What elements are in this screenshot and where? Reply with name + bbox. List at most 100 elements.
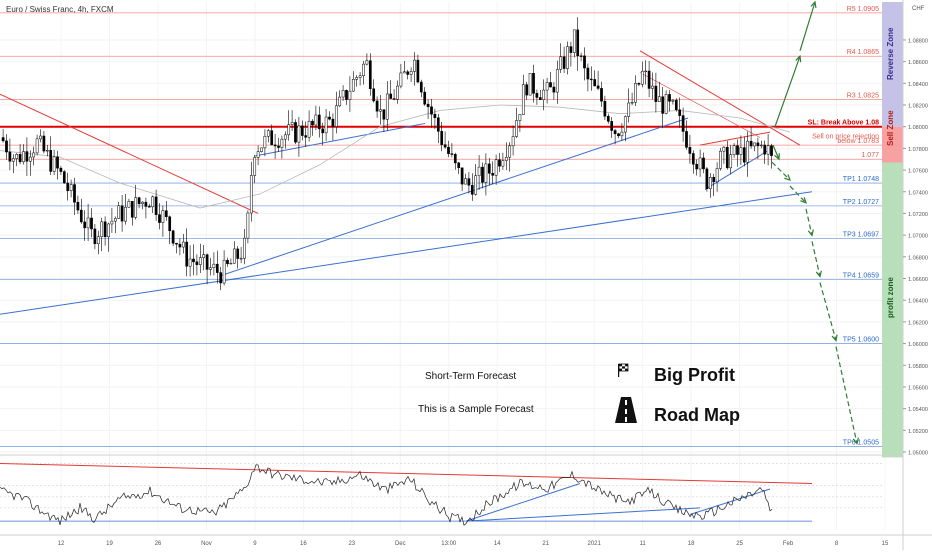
bear-candle [158,214,161,223]
bull-candle [396,85,399,100]
bear-candle [583,55,586,69]
sell-zone-band [882,126,903,163]
bear-candle [695,163,699,170]
bear-candle [552,86,556,93]
svg-text:Reverse Zone: Reverse Zone [886,27,895,80]
bull-candle [212,263,216,269]
bull-candle [545,82,549,91]
bull-candle [113,218,117,222]
forecast-arrow [771,161,791,182]
bull-candle [494,159,498,176]
forecast-arrow-shaft [799,1,816,51]
level-label: SL: Break Above 1.08 [808,120,879,127]
bull-candle [256,151,260,158]
bull-candle [127,201,131,208]
price-tick-label: 1.07400 [908,190,928,196]
bull-candle [198,257,202,265]
bear-candle [56,156,59,169]
bull-candle [107,223,110,238]
forecast-arrow [772,144,780,161]
bear-candle [770,145,773,156]
bull-candle [671,100,675,102]
bear-candle [430,106,433,115]
level-label: TP5 1.0600 [843,337,879,344]
level-label: R3 1.0825 [847,93,879,100]
forecast-arrow-head [774,153,780,161]
time-tick-label: 16 [300,541,307,547]
red-trend-line [699,131,771,146]
price-tick-label: 1.06000 [908,342,928,348]
bear-candle [205,254,209,270]
bear-candle [443,144,447,148]
bull-candle [399,72,403,87]
time-tick-label: 19 [106,541,113,547]
bull-candle [246,212,250,239]
forecast-arrow-shaft [819,282,837,341]
time-tick-label: 15 [882,541,889,547]
bear-candle [164,210,168,217]
bull-candle [39,135,42,140]
bear-candle [525,84,529,96]
bear-candle [579,55,583,57]
bull-candle [283,134,287,140]
bull-candle [698,157,702,170]
price-tick-label: 1.08600 [908,60,928,66]
bull-candle [362,63,365,77]
bull-candle [484,163,488,183]
bear-candle [600,88,603,102]
bull-candle [715,168,719,183]
bull-candle [572,29,576,53]
bear-candle [175,243,178,245]
bear-candle [90,217,93,230]
bear-candle [691,153,695,165]
bull-candle [528,73,532,96]
bear-candle [610,121,614,131]
bull-candle [729,154,733,169]
bear-candle [603,100,607,117]
blue-trend-line [704,150,769,191]
bear-candle [736,145,739,155]
bull-candle [379,109,382,112]
bear-candle [304,135,308,138]
bull-candle [141,201,144,205]
bear-candle [702,157,705,170]
bear-candle [426,103,430,107]
bull-candle [766,145,770,155]
bear-candle [423,91,427,105]
bull-candle [385,93,389,120]
bull-candle [719,150,722,169]
bear-candle [450,153,454,155]
bull-candle [229,262,233,265]
bear-candle [25,151,29,162]
bull-candle [110,220,114,225]
bull-candle [243,237,246,259]
bull-candle [28,156,32,162]
bull-candle [708,177,712,189]
price-axis-bg [903,0,932,550]
price-tick-label: 1.05200 [908,429,928,435]
forecast-arrow [774,54,802,127]
bear-candle [392,98,396,100]
red-trend-line [639,72,761,138]
bear-candle [712,177,716,183]
bull-candle [45,150,49,152]
bull-candle [263,135,267,149]
bull-candle [651,85,654,89]
bear-candle [8,151,12,162]
bear-candle [277,145,280,148]
bear-candle [569,46,573,53]
level-layer: R5 1.0905 R4 1.0865 R3 1.0825 SL: Break Abo… [0,6,882,447]
bull-candle [324,116,328,134]
bear-candle [294,122,297,143]
bull-candle [559,56,563,70]
price-tick-label: 1.08400 [908,82,928,88]
time-tick-label: 11 [640,541,647,547]
bear-candle [705,168,709,189]
red-trend-line [639,50,801,146]
bear-candle [681,115,685,132]
bull-candle [640,71,644,85]
price-tick-label: 1.05400 [908,407,928,413]
bear-candle [73,184,76,203]
